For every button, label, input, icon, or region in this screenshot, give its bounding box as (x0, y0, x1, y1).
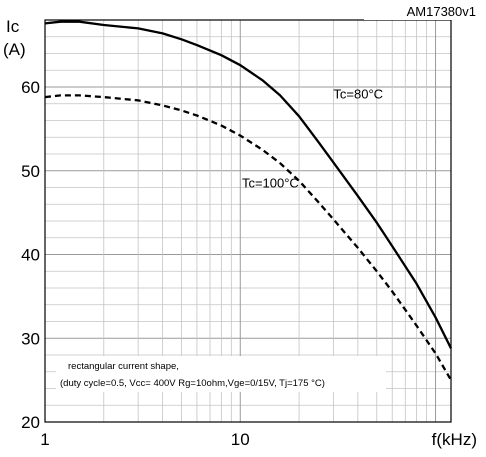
series-layer: Tc=80°C Tc=100°C (44, 20, 453, 381)
x-axis-label: f(kHz) (432, 430, 477, 449)
x-tick-label: 1 (40, 430, 49, 449)
axes: 20 30 40 50 60 1 10 f(kHz) Ic (A) (3, 17, 477, 449)
note-background (56, 356, 386, 392)
plot-frame (44, 19, 452, 423)
series-label-tc100: Tc=100°C (242, 176, 299, 191)
x-tick-label: 10 (231, 430, 250, 449)
y-tick-label: 50 (21, 162, 40, 181)
figure-id: AM17380v1 (407, 4, 476, 19)
series-line-tc100 (44, 94, 452, 381)
note-line-1: rectangular current shape, (68, 361, 179, 372)
y-tick-label: 30 (21, 329, 40, 348)
y-tick-label: 40 (21, 246, 40, 265)
y-axis-label-line-2: (A) (3, 40, 26, 59)
y-axis-label-line-1: Ic (6, 17, 20, 36)
y-tick-label: 20 (21, 413, 40, 432)
note-line-2: (duty cycle=0.5, Vcc= 400V Rg=10ohm,Vge=… (60, 378, 325, 389)
y-tick-label: 60 (21, 78, 40, 97)
series-label-tc80: Tc=80°C (333, 87, 383, 102)
series-line-tc80 (44, 20, 453, 349)
figure-id-background (364, 3, 482, 20)
